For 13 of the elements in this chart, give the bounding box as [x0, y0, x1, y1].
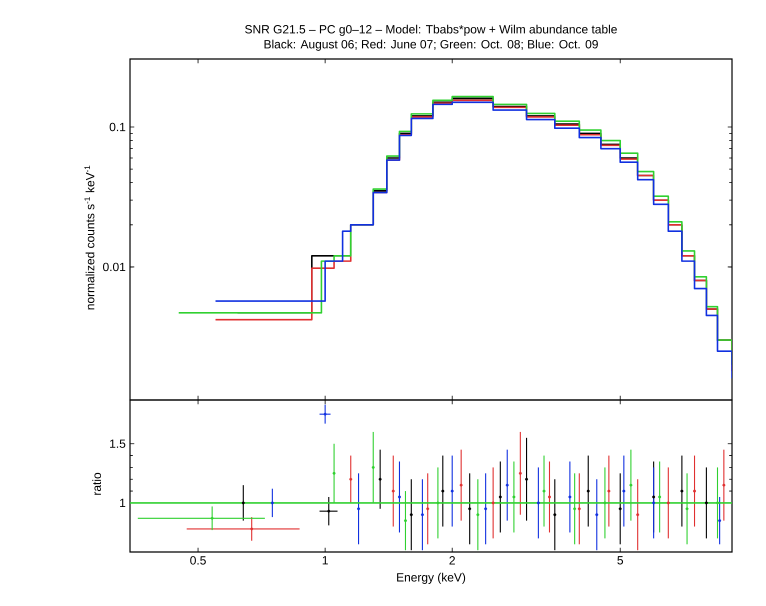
y-tick-label: 1.5 — [110, 440, 126, 448]
x-tick-label: 0.5 — [190, 556, 206, 565]
x-axis-title: Energy (keV) — [397, 572, 466, 584]
y-axis-title: ratio — [92, 472, 102, 495]
chart-subtitle: Black: August 06; Red: June 07; Green: Oct. 08; Blue: Oct. 09 — [264, 40, 598, 51]
y-tick-label: 0.1 — [110, 122, 126, 132]
x-tick-label: 1 — [322, 556, 328, 564]
chart-title: SNR G21.5 – PC g0–12 – Model: Tbabs*pow + Wilm abundance table — [245, 24, 617, 36]
y-axis-title: normalized counts s$^{-1}$ keV$^{-1}$ — [84, 166, 94, 310]
y-tick-label: 0.01 — [103, 262, 126, 272]
y-tick-label: 1 — [120, 498, 126, 508]
x-tick-label: 2 — [449, 556, 455, 565]
x-tick-label: 5 — [617, 556, 624, 565]
